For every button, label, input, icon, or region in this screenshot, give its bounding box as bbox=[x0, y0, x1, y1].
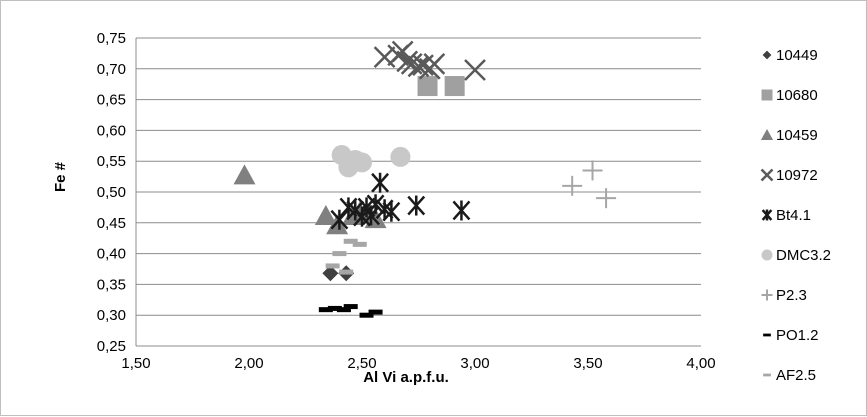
y-tick-label: 0,25 bbox=[97, 338, 126, 355]
data-points bbox=[233, 40, 617, 318]
legend-marker bbox=[763, 333, 771, 337]
y-tick-label: 0,65 bbox=[97, 92, 126, 109]
data-point-po1-2 bbox=[343, 304, 358, 310]
y-axis-label: Fe # bbox=[52, 161, 69, 192]
data-point-10449 bbox=[322, 265, 339, 282]
y-tick-label: 0,30 bbox=[97, 307, 126, 324]
x-tick-label: 1,50 bbox=[121, 355, 150, 372]
data-point-10680 bbox=[417, 76, 438, 97]
legend-label: P2.3 bbox=[776, 287, 807, 304]
data-point-bt4-1 bbox=[407, 195, 426, 216]
data-point-p2-3 bbox=[562, 175, 583, 196]
y-tick-label: 0,35 bbox=[97, 276, 126, 293]
legend-item: 10972 bbox=[760, 167, 818, 184]
data-point-dmc3-2 bbox=[352, 152, 372, 173]
data-point-bt4-1 bbox=[366, 194, 385, 215]
y-tick-label: 0,75 bbox=[97, 30, 126, 47]
legend-marker bbox=[761, 289, 773, 301]
legend-marker bbox=[761, 209, 773, 221]
legend-marker bbox=[760, 128, 774, 140]
data-point-p2-3 bbox=[582, 160, 603, 181]
y-tick-label: 0,55 bbox=[97, 153, 126, 170]
legend-label: Bt4.1 bbox=[776, 207, 811, 224]
legend-item: P2.3 bbox=[761, 287, 807, 304]
legend-label: 10972 bbox=[776, 167, 818, 184]
x-tick-label: 4,00 bbox=[686, 355, 715, 372]
y-tick-label: 0,40 bbox=[97, 246, 126, 263]
legend-item: PO1.2 bbox=[763, 327, 819, 344]
data-point-10972 bbox=[464, 59, 486, 81]
y-tick-label: 0,70 bbox=[97, 61, 126, 78]
legend-label: 10459 bbox=[776, 127, 818, 144]
legend-item: AF2.5 bbox=[763, 367, 816, 384]
legend-item: 10459 bbox=[760, 127, 818, 144]
data-point-af2-5 bbox=[325, 263, 340, 269]
y-tick-labels: 0,25 0,30 0,35 0,40 0,45 0,50 0,55 0,60 0,65 0,70… bbox=[97, 30, 126, 355]
legend-label: AF2.5 bbox=[776, 367, 816, 384]
legend-item: DMC3.2 bbox=[761, 247, 831, 264]
data-point-af2-5 bbox=[332, 251, 347, 257]
legend-label: 10449 bbox=[776, 47, 818, 64]
data-point-p2-3 bbox=[596, 188, 617, 209]
legend-item: 10449 bbox=[762, 47, 818, 64]
legend-marker bbox=[761, 249, 773, 261]
data-point-10459 bbox=[233, 164, 256, 185]
legend-label: PO1.2 bbox=[776, 327, 819, 344]
legend-marker bbox=[760, 168, 774, 182]
legend-item: Bt4.1 bbox=[761, 207, 811, 224]
y-tick-label: 0,60 bbox=[97, 122, 126, 139]
data-point-bt4-1 bbox=[330, 209, 349, 230]
data-point-af2-5 bbox=[339, 269, 354, 275]
data-point-10459 bbox=[314, 205, 337, 226]
x-tick-label: 2,50 bbox=[347, 355, 376, 372]
legend-marker bbox=[763, 373, 771, 377]
data-point-po1-2 bbox=[318, 307, 333, 313]
data-point-af2-5 bbox=[352, 241, 367, 247]
x-axis-label: Al Vi a.p.f.u. bbox=[363, 369, 449, 386]
legend: 10449 10680 10459 10972 Bt4.1 DMC3.2 P2.3 PO1.2… bbox=[760, 47, 831, 384]
data-point-po1-2 bbox=[359, 312, 374, 318]
data-point-dmc3-2 bbox=[390, 146, 411, 167]
x-tick-label: 2,00 bbox=[234, 355, 263, 372]
data-point-10972 bbox=[423, 52, 446, 75]
y-tick-label: 0,45 bbox=[97, 215, 126, 232]
data-point-po1-2 bbox=[336, 307, 351, 313]
data-point-bt4-1 bbox=[452, 200, 471, 221]
legend-item: 10680 bbox=[761, 87, 818, 104]
data-point-10459 bbox=[326, 214, 349, 235]
x-tick-labels: 1,50 2,00 2,50 3,00 3,50 4,00 bbox=[121, 355, 715, 372]
data-point-bt4-1 bbox=[382, 201, 401, 222]
legend-label: 10680 bbox=[776, 87, 818, 104]
data-point-af2-5 bbox=[343, 238, 358, 244]
x-tick-label: 3,50 bbox=[573, 355, 602, 372]
legend-marker bbox=[762, 50, 772, 60]
data-point-10680 bbox=[444, 76, 465, 97]
data-point-po1-2 bbox=[327, 305, 342, 311]
axes bbox=[135, 38, 701, 347]
data-point-po1-2 bbox=[368, 309, 383, 315]
legend-marker bbox=[761, 89, 773, 101]
y-tick-label: 0,50 bbox=[97, 184, 126, 201]
legend-label: DMC3.2 bbox=[776, 247, 831, 264]
data-point-bt4-1 bbox=[371, 172, 390, 193]
x-tick-label: 3,00 bbox=[460, 355, 489, 372]
